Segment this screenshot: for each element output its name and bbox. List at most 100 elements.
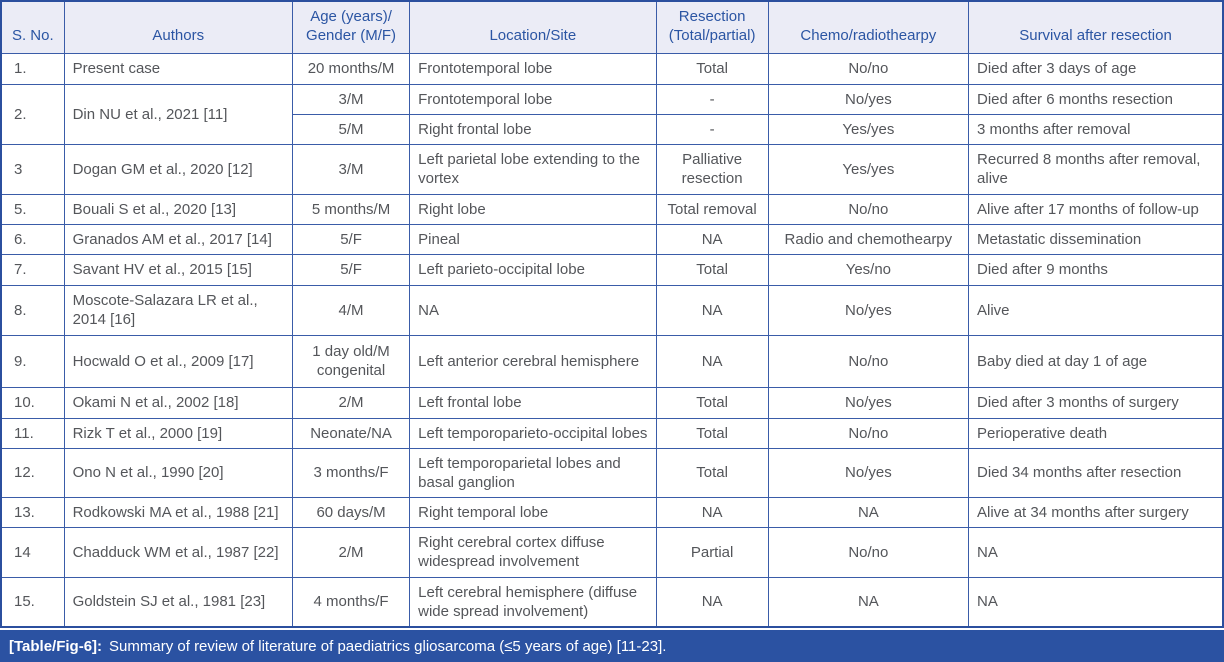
cell-survival: Recurred 8 months after removal, alive — [968, 143, 1224, 195]
cell-survival: Died after 6 months resection — [968, 83, 1224, 115]
cell-resection: - — [655, 113, 769, 145]
cell-survival: NA — [968, 576, 1224, 628]
table-row: 9. Hocwald O et al., 2009 [17] 1 day old… — [0, 334, 1224, 388]
cell-authors: Granados AM et al., 2017 [14] — [63, 223, 293, 255]
cell-resection: NA — [655, 223, 769, 255]
table-row: 2. Din NU et al., 2021 [11] 3/M Frontote… — [0, 83, 1224, 145]
cell-age: 4 months/F — [291, 576, 411, 628]
caption-text: Summary of review of literature of paedi… — [109, 637, 667, 655]
cell-authors: Dogan GM et al., 2020 [12] — [63, 143, 293, 195]
header-label: S. No. — [11, 26, 54, 44]
cell-sno: 3 — [0, 143, 65, 195]
cell-sno: 14 — [0, 526, 65, 578]
table-row: 3 Dogan GM et al., 2020 [12] 3/M Left pa… — [0, 143, 1224, 195]
table-row: 11. Rizk T et al., 2000 [19] Neonate/NA … — [0, 417, 1224, 449]
table-row: 7. Savant HV et al., 2015 [15] 5/F Left … — [0, 253, 1224, 286]
cell-chemo: No/no — [767, 526, 970, 578]
table-caption-bar: [Table/Fig-6]: Summary of review of lite… — [0, 630, 1224, 662]
cell-age: 2/M — [291, 526, 411, 578]
cell-chemo: No/no — [767, 52, 970, 85]
cell-resection: Total — [655, 52, 769, 85]
cell-authors: Savant HV et al., 2015 [15] — [63, 253, 293, 286]
cell-chemo: Radio and chemothearpy — [767, 223, 970, 255]
cell-age: 3/M — [291, 83, 411, 115]
cell-chemo: No/no — [767, 193, 970, 225]
cell-chemo: NA — [767, 496, 970, 528]
cell-authors: Din NU et al., 2021 [11] — [63, 83, 293, 145]
col-header-authors: Authors — [63, 0, 293, 54]
cell-location: Left temporoparietal lobes and basal gan… — [409, 447, 657, 498]
cell-survival: 3 months after removal — [968, 113, 1224, 145]
cell-location: Frontotemporal lobe — [409, 52, 657, 85]
cell-sno: 10. — [0, 386, 65, 419]
table-row: 15. Goldstein SJ et al., 1981 [23] 4 mon… — [0, 576, 1224, 628]
cell-location: Frontotemporal lobe — [409, 83, 657, 115]
cell-age: 5/M — [291, 113, 411, 145]
table-row: 13. Rodkowski MA et al., 1988 [21] 60 da… — [0, 496, 1224, 528]
cell-survival: Alive — [968, 284, 1224, 336]
cell-resection: NA — [655, 496, 769, 528]
cell-location: Left parietal lobe extending to the vort… — [409, 143, 657, 195]
header-label: Authors — [152, 26, 205, 44]
cell-authors: Hocwald O et al., 2009 [17] — [63, 334, 293, 388]
cell-authors: Rizk T et al., 2000 [19] — [63, 417, 293, 449]
cell-age: 3 months/F — [291, 447, 411, 498]
cell-location: Right cerebral cortex diffuse widespread… — [409, 526, 657, 578]
cell-sno: 2. — [0, 83, 65, 145]
cell-authors: Rodkowski MA et al., 1988 [21] — [63, 496, 293, 528]
cell-age: 1 day old/M congenital — [291, 334, 411, 388]
col-header-resection: Resection (Total/partial) — [655, 0, 769, 54]
cell-sno: 5. — [0, 193, 65, 225]
table-row: 14 Chadduck WM et al., 1987 [22] 2/M Rig… — [0, 526, 1224, 578]
header-label-line1: Resection — [678, 7, 746, 25]
cell-resection: Total — [655, 417, 769, 449]
cell-authors: Chadduck WM et al., 1987 [22] — [63, 526, 293, 578]
cell-resection: Total — [655, 386, 769, 419]
cell-survival: Alive at 34 months after surgery — [968, 496, 1224, 528]
cell-sno: 1. — [0, 52, 65, 85]
cell-resection: NA — [655, 284, 769, 336]
cell-resection: - — [655, 83, 769, 115]
cell-chemo: No/no — [767, 334, 970, 388]
cell-authors: Okami N et al., 2002 [18] — [63, 386, 293, 419]
cell-age: 60 days/M — [291, 496, 411, 528]
cell-chemo: No/no — [767, 417, 970, 449]
cell-location: Left cerebral hemisphere (diffuse wide s… — [409, 576, 657, 628]
col-header-survival: Survival after resection — [968, 0, 1224, 54]
cell-chemo: Yes/yes — [767, 143, 970, 195]
cell-chemo: Yes/no — [767, 253, 970, 286]
cell-location: Left frontal lobe — [409, 386, 657, 419]
table-row: 5/M Right frontal lobe - Yes/yes 3 month… — [1, 113, 1224, 145]
cell-resection: Total — [655, 447, 769, 498]
header-label-line2: (Total/partial) — [668, 26, 756, 44]
cell-authors: Goldstein SJ et al., 1981 [23] — [63, 576, 293, 628]
cell-resection: Palliative resection — [655, 143, 769, 195]
cell-chemo: Yes/yes — [767, 113, 970, 145]
col-header-chemo-radio: Chemo/radiothearpy — [767, 0, 970, 54]
literature-table: S. No. Authors Age (years)/ Gender (M/F)… — [0, 0, 1224, 628]
table-row: 10. Okami N et al., 2002 [18] 2/M Left f… — [0, 386, 1224, 419]
cell-age: 20 months/M — [291, 52, 411, 85]
cell-location: Right temporal lobe — [409, 496, 657, 528]
header-label: Location/Site — [489, 26, 577, 44]
cell-resection: Total removal — [655, 193, 769, 225]
header-label-line2: Gender (M/F) — [306, 26, 397, 44]
cell-location: Left temporoparieto-occipital lobes — [409, 417, 657, 449]
cell-age: 5/F — [291, 253, 411, 286]
cell-age: Neonate/NA — [291, 417, 411, 449]
cell-age: 4/M — [291, 284, 411, 336]
cell-resection: NA — [655, 576, 769, 628]
col-header-location: Location/Site — [409, 0, 657, 54]
cell-age: 2/M — [291, 386, 411, 419]
cell-authors: Present case — [63, 52, 293, 85]
cell-sno: 8. — [0, 284, 65, 336]
cell-authors: Ono N et al., 1990 [20] — [63, 447, 293, 498]
cell-survival: Baby died at day 1 of age — [968, 334, 1224, 388]
cell-sno: 13. — [0, 496, 65, 528]
cell-sno: 15. — [0, 576, 65, 628]
cell-age: 5 months/M — [291, 193, 411, 225]
cell-location: Right lobe — [409, 193, 657, 225]
cell-location: Right frontal lobe — [409, 113, 657, 145]
cell-location: NA — [409, 284, 657, 336]
